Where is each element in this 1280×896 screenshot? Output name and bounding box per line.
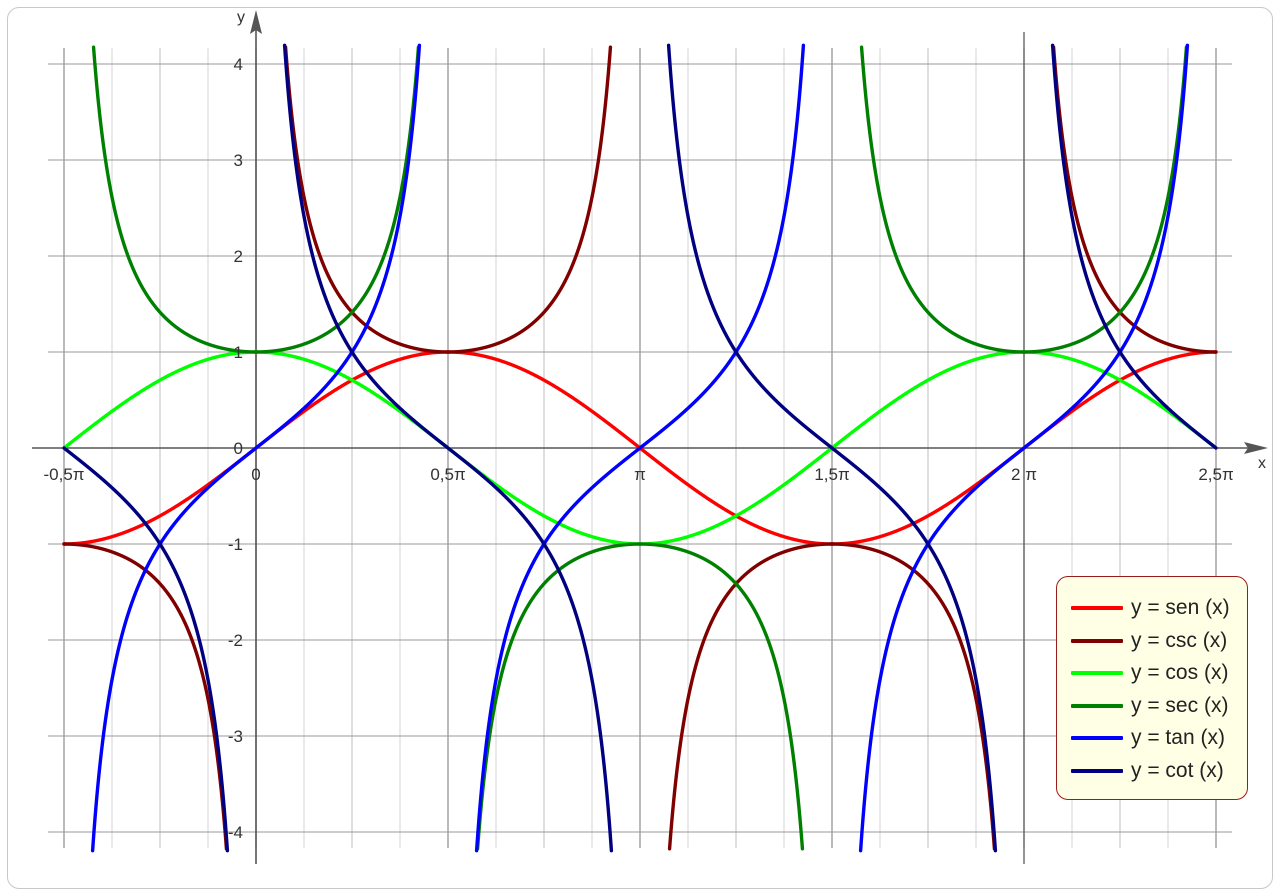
x-axis-label: x bbox=[1258, 455, 1266, 472]
tick-labels: -0,5π 0 0,5π π 1,5π 2 π 2,5π 4 3 2 1 0 -1 -2 -3 -4 x y bbox=[43, 9, 1266, 842]
x-tick-label: π bbox=[634, 465, 646, 484]
legend-swatch bbox=[1071, 606, 1123, 611]
x-tick-label: 1,5π bbox=[814, 465, 849, 484]
series-line-sec bbox=[91, 45, 1189, 851]
y-tick-label: 0 bbox=[234, 439, 243, 458]
y-axis-arrow bbox=[250, 10, 262, 34]
x-tick-label: 0,5π bbox=[430, 465, 465, 484]
legend: y = sen (x) y = csc (x) y = cos (x) y = sec… bbox=[1056, 576, 1248, 800]
legend-item-cot: y = cot (x) bbox=[1057, 755, 1247, 788]
legend-swatch bbox=[1071, 671, 1123, 676]
legend-label: y = cot (x) bbox=[1131, 758, 1224, 782]
x-tick-label: 0 bbox=[251, 465, 260, 484]
y-tick-label: -1 bbox=[228, 535, 243, 554]
y-tick-label: -2 bbox=[228, 631, 243, 650]
legend-swatch bbox=[1071, 638, 1123, 643]
x-tick-label: 2 π bbox=[1011, 465, 1037, 484]
curves bbox=[62, 43, 1218, 853]
y-tick-label: 2 bbox=[234, 247, 243, 266]
x-tick-label: -0,5π bbox=[43, 465, 84, 484]
x-tick-label: 2,5π bbox=[1198, 465, 1233, 484]
y-axis-label: y bbox=[237, 9, 245, 26]
legend-item-sin: y = sen (x) bbox=[1057, 592, 1247, 625]
legend-label: y = sen (x) bbox=[1131, 596, 1230, 620]
legend-swatch bbox=[1071, 703, 1123, 708]
legend-label: y = tan (x) bbox=[1131, 726, 1225, 750]
legend-label: y = sec (x) bbox=[1131, 693, 1229, 717]
legend-label: y = csc (x) bbox=[1131, 628, 1228, 652]
x-axis-arrow bbox=[1244, 442, 1268, 454]
y-tick-label: 4 bbox=[234, 55, 243, 74]
series-line-cot bbox=[62, 43, 1218, 853]
legend-swatch bbox=[1071, 768, 1123, 773]
legend-item-tan: y = tan (x) bbox=[1057, 722, 1247, 755]
legend-swatch bbox=[1071, 736, 1123, 741]
y-tick-label: 3 bbox=[234, 151, 243, 170]
legend-label: y = cos (x) bbox=[1131, 661, 1229, 685]
legend-item-csc: y = csc (x) bbox=[1057, 625, 1247, 658]
y-tick-label: -3 bbox=[228, 727, 243, 746]
series-line-tan bbox=[90, 43, 1190, 853]
y-tick-label: 1 bbox=[234, 343, 243, 362]
legend-item-cos: y = cos (x) bbox=[1057, 657, 1247, 690]
legend-item-sec: y = sec (x) bbox=[1057, 690, 1247, 723]
y-tick-label: -4 bbox=[228, 823, 243, 842]
axes bbox=[32, 10, 1268, 864]
